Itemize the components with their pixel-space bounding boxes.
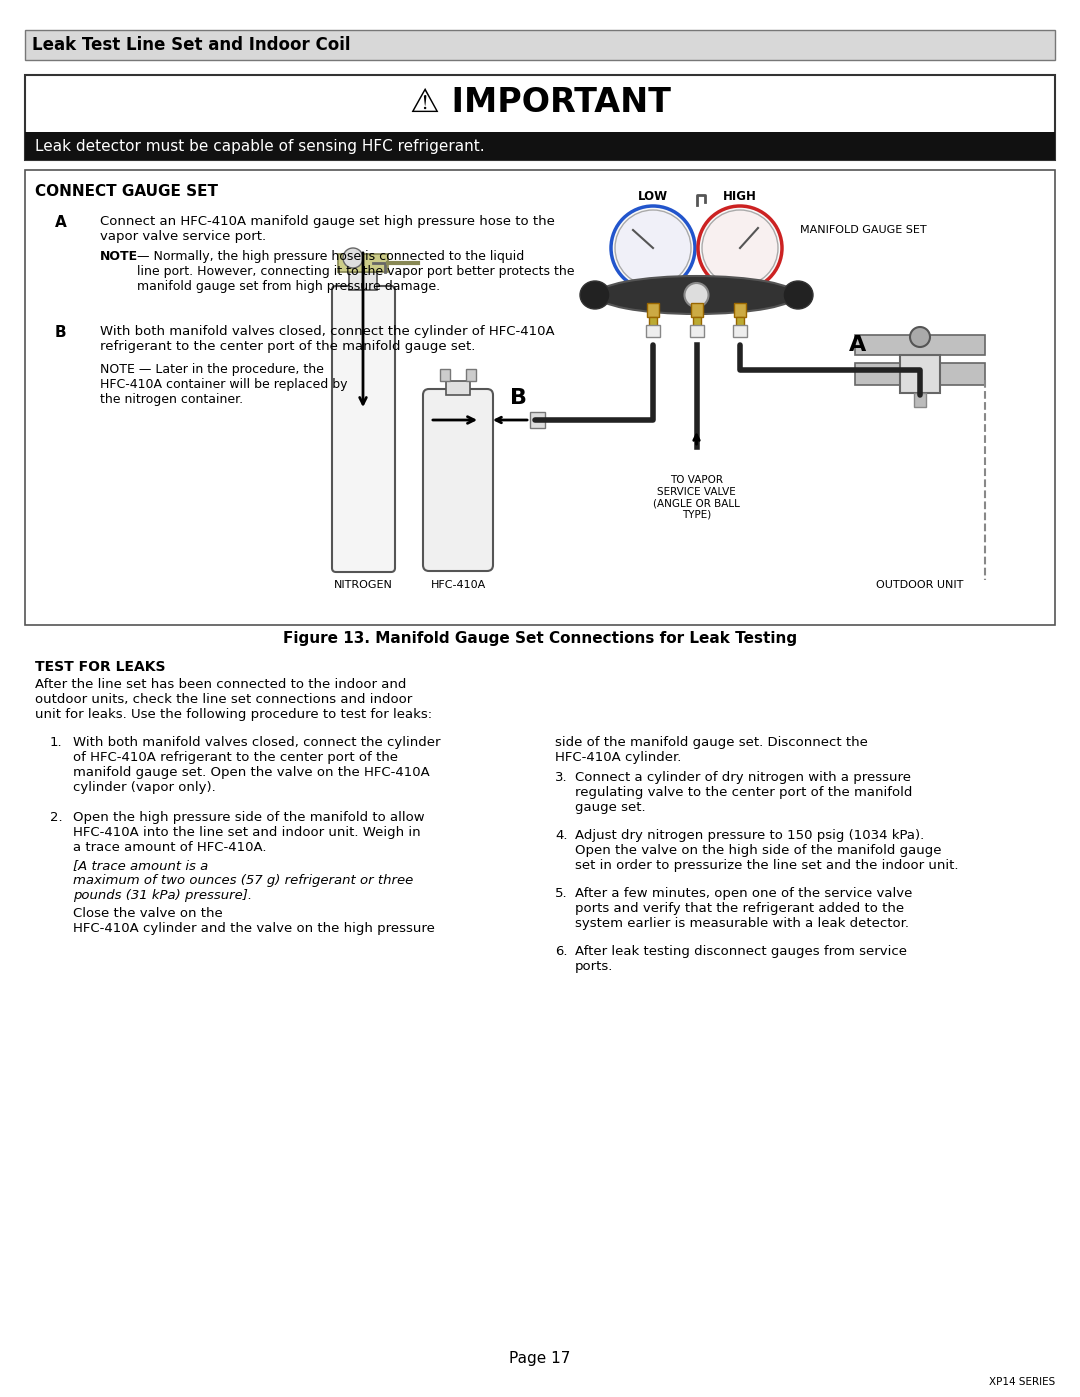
Text: After a few minutes, open one of the service valve
ports and verify that the ref: After a few minutes, open one of the ser…: [575, 887, 913, 930]
Circle shape: [910, 327, 930, 346]
FancyBboxPatch shape: [423, 388, 492, 571]
Text: LOW: LOW: [638, 190, 669, 204]
Bar: [647, 303, 659, 317]
Circle shape: [343, 249, 363, 268]
Text: Connect an HFC-410A manifold gauge set high pressure hose to the
vapor valve ser: Connect an HFC-410A manifold gauge set h…: [100, 215, 555, 243]
Bar: [530, 412, 545, 427]
Text: With both manifold valves closed, connect the cylinder of HFC-410A
refrigerant t: With both manifold valves closed, connec…: [100, 326, 555, 353]
Bar: [349, 272, 377, 291]
Text: Close the valve on the
HFC-410A cylinder and the valve on the high pressure: Close the valve on the HFC-410A cylinder…: [73, 907, 435, 935]
Text: Leak Test Line Set and Indoor Coil: Leak Test Line Set and Indoor Coil: [32, 36, 351, 54]
Ellipse shape: [783, 281, 813, 309]
Text: A: A: [55, 215, 67, 231]
Bar: [440, 369, 450, 381]
Text: After the line set has been connected to the indoor and
outdoor units, check the: After the line set has been connected to…: [35, 678, 432, 721]
Bar: [446, 381, 470, 395]
Text: Leak detector must be capable of sensing HFC refrigerant.: Leak detector must be capable of sensing…: [35, 138, 485, 154]
Circle shape: [615, 210, 691, 286]
Bar: [649, 317, 657, 327]
Bar: [25, 29, 1055, 60]
Ellipse shape: [580, 281, 610, 309]
Text: B: B: [510, 388, 527, 408]
Text: Figure 13. Manifold Gauge Set Connections for Leak Testing: Figure 13. Manifold Gauge Set Connection…: [283, 630, 797, 645]
Text: NITROGEN: NITROGEN: [334, 580, 392, 590]
Bar: [690, 303, 702, 317]
Text: 4.: 4.: [555, 828, 567, 842]
Text: After leak testing disconnect gauges from service
ports.: After leak testing disconnect gauges fro…: [575, 944, 907, 972]
Bar: [900, 355, 940, 393]
Circle shape: [685, 284, 708, 307]
Bar: [855, 363, 985, 386]
Bar: [689, 326, 703, 337]
Text: NOTE — Later in the procedure, the
HFC-410A container will be replaced by
the ni: NOTE — Later in the procedure, the HFC-4…: [100, 363, 348, 407]
Bar: [914, 393, 926, 407]
Text: Adjust dry nitrogen pressure to 150 psig (1034 kPa).
Open the valve on the high : Adjust dry nitrogen pressure to 150 psig…: [575, 828, 959, 872]
Text: B: B: [55, 326, 67, 339]
Text: With both manifold valves closed, connect the cylinder
of HFC-410A refrigerant t: With both manifold valves closed, connec…: [73, 736, 441, 793]
Text: Page 17: Page 17: [510, 1351, 570, 1365]
Text: NOTE: NOTE: [100, 250, 138, 263]
Bar: [733, 326, 747, 337]
Text: [A trace amount is a
maximum of two ounces (57 g) refrigerant or three
pounds (3: [A trace amount is a maximum of two ounc…: [73, 859, 414, 902]
Text: TEST FOR LEAKS: TEST FOR LEAKS: [35, 659, 165, 673]
Text: 6.: 6.: [555, 944, 567, 958]
Bar: [25, 170, 1055, 624]
Text: 5.: 5.: [555, 887, 568, 900]
Ellipse shape: [596, 277, 797, 314]
Circle shape: [611, 205, 696, 291]
Text: Open the high pressure side of the manifold to allow
HFC-410A into the line set : Open the high pressure side of the manif…: [73, 812, 424, 854]
Text: — Normally, the high pressure hose is connected to the liquid
line port. However: — Normally, the high pressure hose is co…: [137, 250, 575, 293]
Text: HFC-410A: HFC-410A: [430, 580, 486, 590]
Text: OUTDOOR UNIT: OUTDOOR UNIT: [876, 580, 963, 590]
Text: 3.: 3.: [555, 771, 568, 784]
Text: CONNECT GAUGE SET: CONNECT GAUGE SET: [35, 184, 218, 200]
Text: MANIFOLD GAUGE SET: MANIFOLD GAUGE SET: [800, 225, 927, 235]
Text: A: A: [849, 335, 866, 355]
Text: 2.: 2.: [50, 812, 63, 824]
Text: TO VAPOR
SERVICE VALVE
(ANGLE OR BALL
TYPE): TO VAPOR SERVICE VALVE (ANGLE OR BALL TY…: [653, 475, 740, 520]
Bar: [338, 254, 388, 272]
Bar: [855, 335, 985, 355]
FancyBboxPatch shape: [332, 286, 395, 571]
Bar: [692, 317, 701, 327]
Bar: [735, 317, 744, 327]
Bar: [646, 326, 660, 337]
Circle shape: [702, 210, 778, 286]
Text: side of the manifold gauge set. Disconnect the
HFC-410A cylinder.: side of the manifold gauge set. Disconne…: [555, 736, 868, 764]
Text: HIGH: HIGH: [724, 190, 757, 204]
Text: ⚠ IMPORTANT: ⚠ IMPORTANT: [409, 87, 671, 119]
Circle shape: [698, 205, 782, 291]
Bar: [734, 303, 746, 317]
Text: XP14 SERIES: XP14 SERIES: [989, 1377, 1055, 1387]
Text: Connect a cylinder of dry nitrogen with a pressure
regulating valve to the cente: Connect a cylinder of dry nitrogen with …: [575, 771, 913, 814]
Bar: [25, 131, 1055, 161]
Text: 1.: 1.: [50, 736, 63, 749]
Bar: [465, 369, 476, 381]
Bar: [25, 75, 1055, 161]
